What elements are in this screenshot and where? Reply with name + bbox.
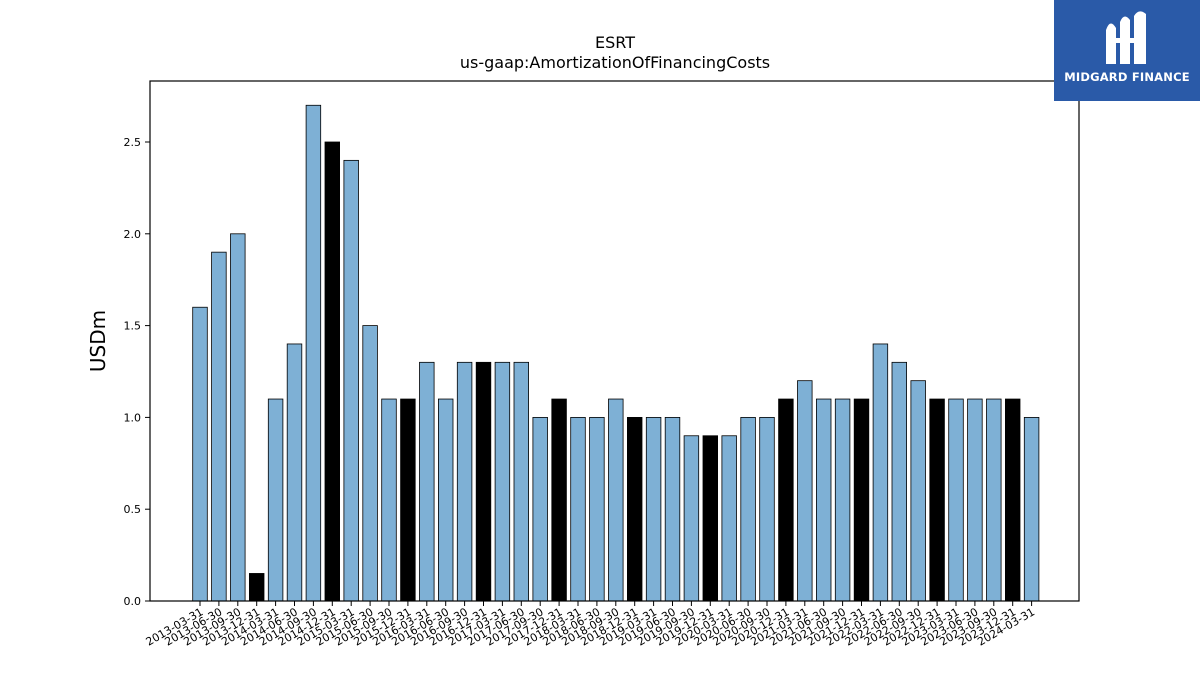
bar-2014-03-31 [267, 398, 284, 602]
bar-2021-06-30 [816, 398, 832, 602]
bar-2019-06-30 [664, 416, 681, 602]
bar-2023-09-30 [986, 398, 1002, 602]
bar-2017-09-30 [532, 416, 548, 602]
midgard-logo: MIDGARD FINANCE [1054, 0, 1200, 101]
bar-2021-03-31 [797, 380, 813, 602]
y-tick-label: 2.5 [124, 136, 142, 149]
bar-2017-12-31 [551, 398, 567, 602]
bars-group [192, 104, 1040, 602]
bar-2014-12-31 [324, 141, 341, 602]
bar-2017-06-30 [513, 361, 530, 602]
y-tick-label: 0.5 [124, 503, 142, 516]
bar-2014-06-30 [286, 343, 303, 602]
chart-title: ESRT [595, 33, 635, 52]
midgard-logo-mark-icon [1106, 11, 1146, 65]
logo-text: MIDGARD FINANCE [1064, 70, 1190, 84]
bar-2021-09-30 [834, 398, 851, 602]
bar-2016-03-31 [419, 361, 435, 602]
bar-2022-06-30 [891, 361, 908, 602]
bar-2016-06-30 [437, 398, 454, 602]
bar-2019-12-31 [702, 435, 719, 602]
bar-2024-03-31 [1023, 416, 1040, 602]
bar-2020-12-31 [778, 398, 794, 602]
bar-2018-12-31 [627, 416, 643, 602]
x-ticks-group: 2013-03-312013-06-302013-09-302013-12-31… [144, 601, 1037, 649]
bar-2019-09-30 [683, 435, 700, 602]
bar-2023-12-31 [1005, 398, 1021, 602]
bar-2022-12-31 [929, 398, 945, 602]
bar-2015-09-30 [381, 398, 397, 602]
chart-subtitle: us-gaap:AmortizationOfFinancingCosts [460, 53, 770, 72]
bar-2021-12-31 [853, 398, 870, 602]
y-axis-label: USDm [86, 310, 110, 372]
y-tick-label: 1.0 [124, 411, 142, 424]
bar-2023-03-31 [948, 398, 964, 602]
bar-2015-03-31 [343, 159, 359, 602]
bar-2020-06-30 [740, 416, 756, 602]
bar-2018-09-30 [608, 398, 624, 602]
bar-2013-03-31 [192, 306, 208, 602]
bar-2013-06-30 [211, 251, 227, 602]
y-tick-label: 2.0 [124, 228, 142, 241]
bar-2020-09-30 [759, 416, 775, 602]
bar-2016-09-30 [456, 361, 473, 602]
y-ticks-group: 0.0 0.5 1.0 1.5 2.0 2.5 [124, 136, 150, 608]
bar-2015-12-31 [400, 398, 416, 602]
bar-2022-09-30 [910, 380, 926, 602]
y-tick-label: 1.5 [124, 320, 142, 333]
bar-2014-09-30 [305, 104, 322, 602]
bar-2013-09-30 [230, 233, 246, 602]
plot-frame [149, 80, 1080, 602]
bar-2015-06-30 [362, 325, 378, 602]
bar-2016-12-31 [475, 361, 492, 602]
bar-2017-03-31 [494, 361, 511, 602]
bar-2018-06-30 [589, 416, 605, 602]
bar-2019-03-31 [645, 416, 662, 602]
y-tick-label: 0.0 [124, 595, 142, 608]
bar-2023-06-30 [967, 398, 983, 602]
bar-2018-03-31 [570, 416, 586, 602]
bar-2020-03-31 [721, 435, 737, 602]
bar-2022-03-31 [872, 343, 889, 602]
bar-2013-12-31 [248, 573, 265, 602]
